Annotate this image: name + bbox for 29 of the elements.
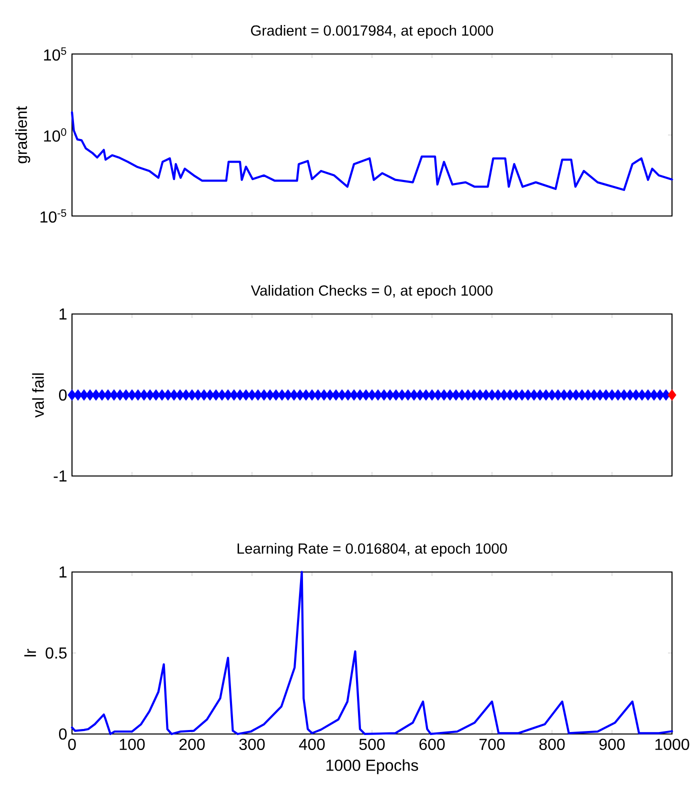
y-tick-label: 0 [59,728,67,740]
y-tick-label: 10$^{5}$ [44,47,66,61]
x-tick-label: 600 [419,738,445,750]
x-tick-label: 500 [359,738,385,750]
y-tick-label: 10$^{0}$ [44,128,66,142]
x-tick-label: 200 [179,738,205,750]
y-tick-label: 10$^{-5}$ [40,209,66,223]
chart-title: Learning Rate = 0.016804, at epoch 1000 [238,542,507,557]
y-tick-label: 1 [60,308,67,320]
line-series [70,111,674,191]
x-tick-label: 300 [239,738,265,750]
x-tick-label: 100 [120,738,145,750]
y-tick-label: 0 [59,389,67,401]
y-axis-title: val fail [32,373,44,418]
y-tick-label: -1 [54,470,67,482]
line-series [70,570,674,736]
x-tick-label: 900 [599,738,625,750]
x-tick-label: 0 [68,738,76,750]
x-tick-label: 700 [479,738,505,750]
y-tick-label: 1 [60,566,67,578]
y-axis-title: gradient [15,106,30,164]
x-tick-label: 400 [299,738,325,750]
chart-title: Validation Checks = 0, at epoch 1000 [250,284,493,299]
y-tick-label: 0.5 [46,647,67,659]
x-tick-label: 800 [539,738,565,750]
y-axis-title: lr [24,648,36,656]
x-tick-label: 1000 [655,738,690,750]
x-axis-title: 1000 Epochs [326,759,418,774]
chart-title: Gradient = 0.0017984, at epoch 1000 [251,24,494,39]
